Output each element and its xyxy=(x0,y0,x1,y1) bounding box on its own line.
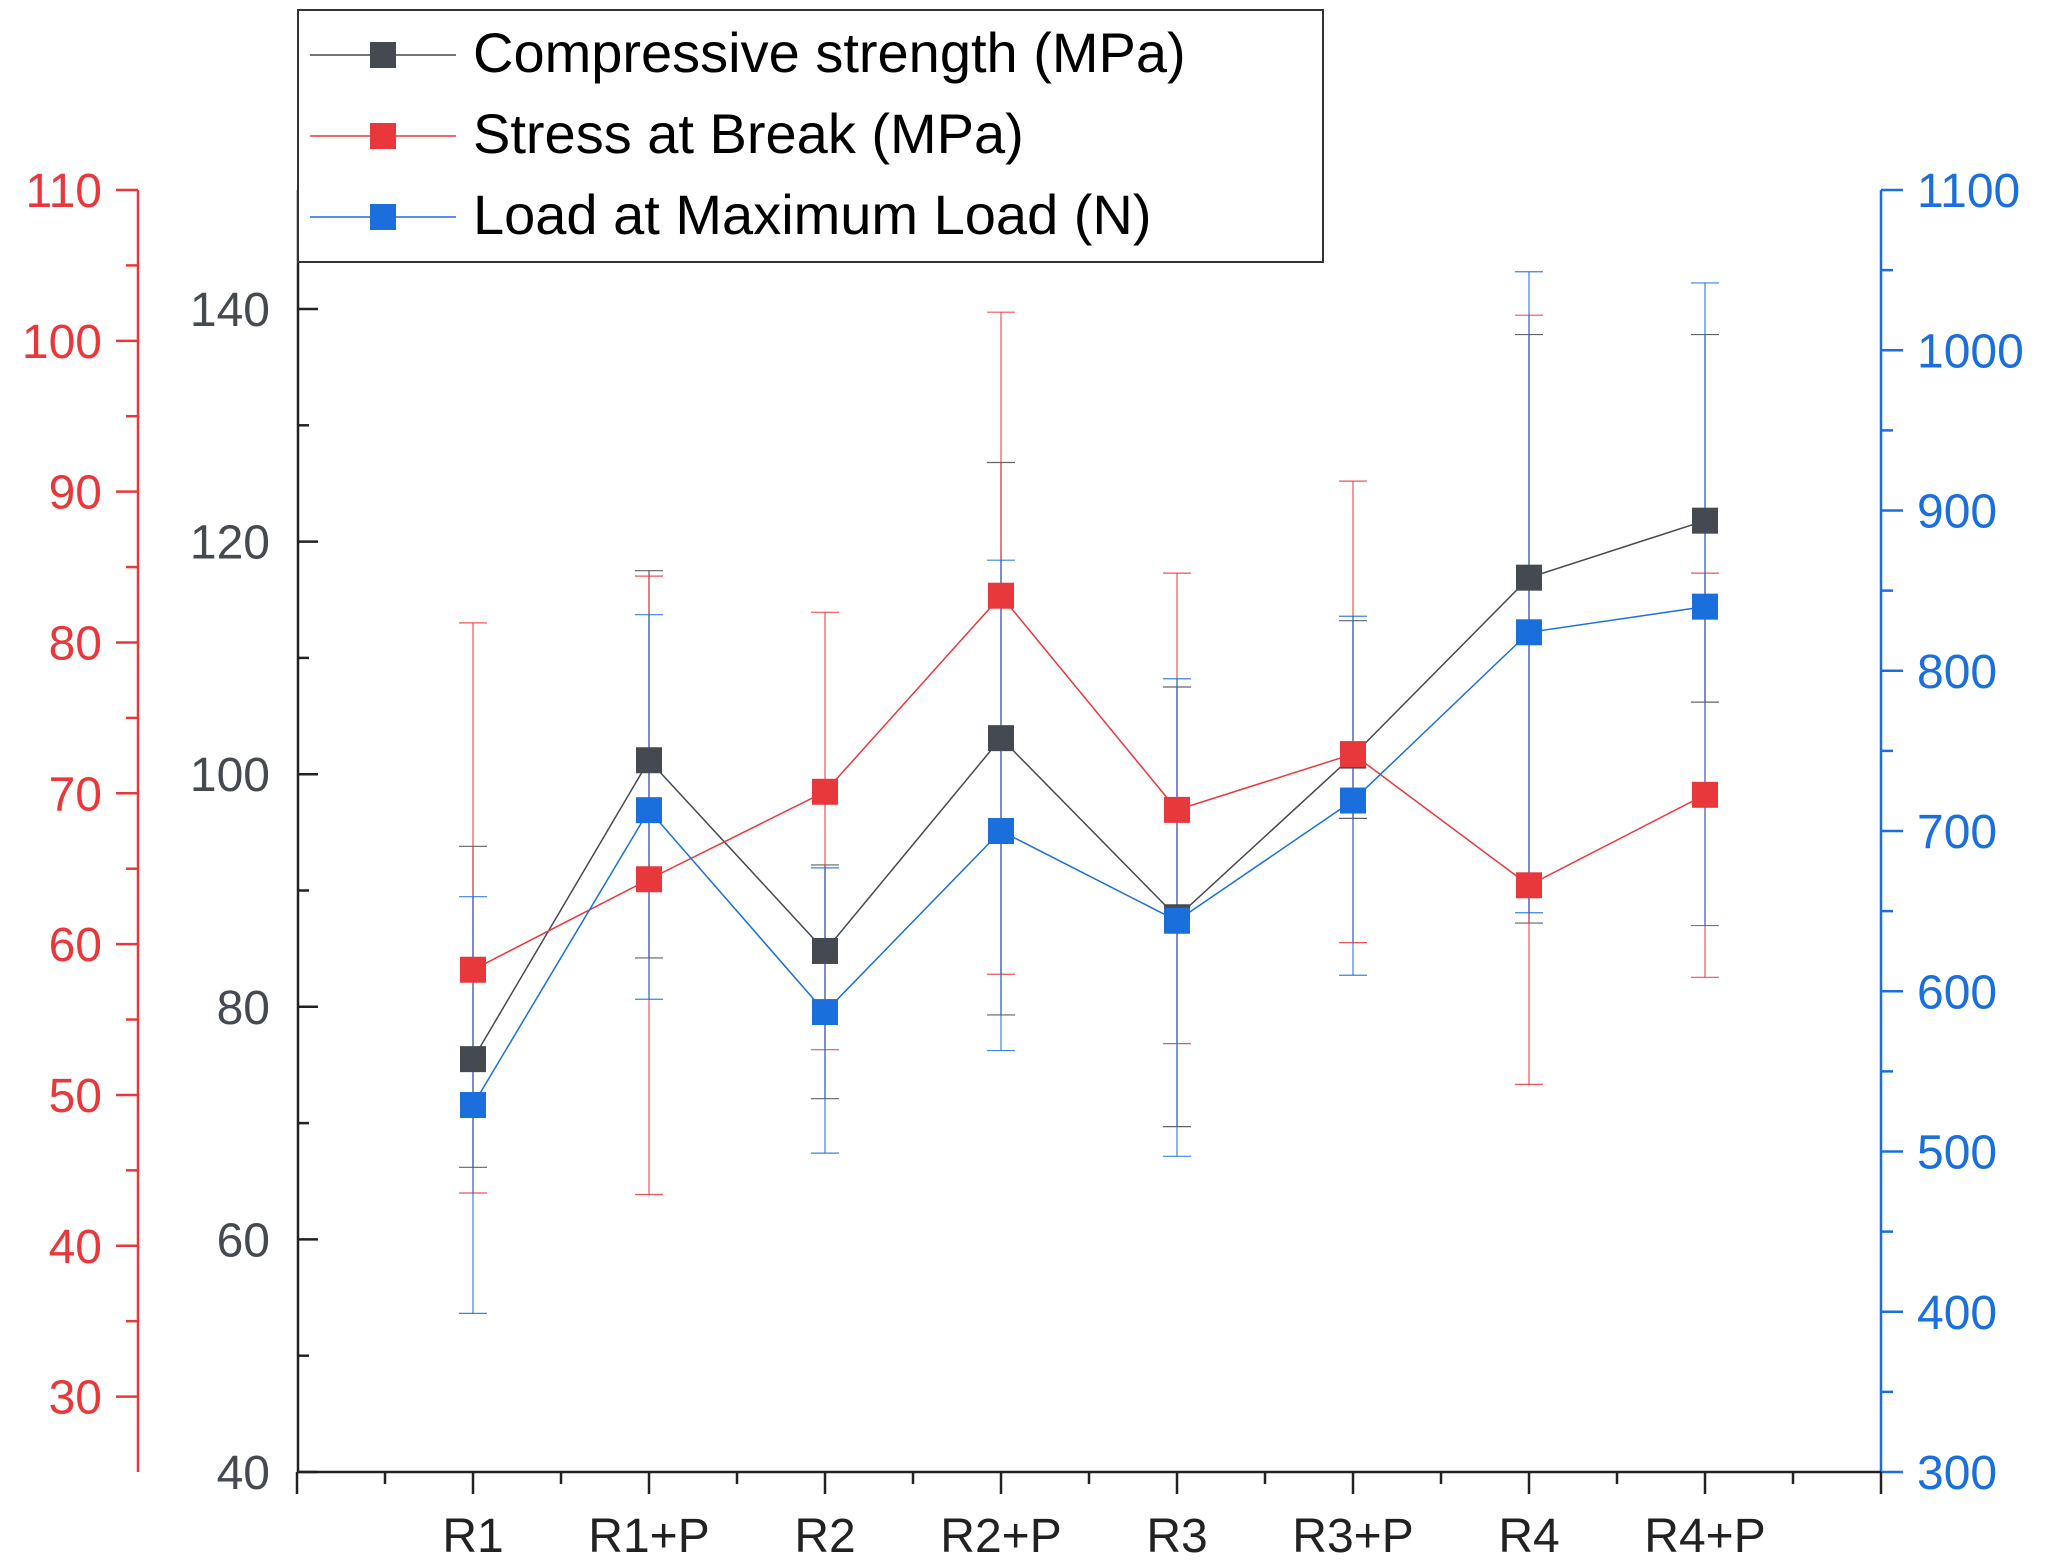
y-mid-tick-label: 120 xyxy=(190,517,270,570)
y-left-tick-label: 80 xyxy=(49,617,102,670)
legend-label-compressive-strength: Compressive strength (MPa) xyxy=(473,21,1186,84)
point-stress-at-break-mpa-r2-plusp xyxy=(988,582,1014,609)
series-layer xyxy=(460,507,1718,1119)
legend-entry-compressive-strength: Compressive strength (MPa) xyxy=(310,21,1186,84)
point-load-at-maximum-load-n-r1-plusp xyxy=(636,797,662,824)
y-left-tick-label: 100 xyxy=(22,316,102,369)
point-stress-at-break-mpa-r1 xyxy=(460,956,486,983)
point-load-at-maximum-load-n-r2-plusp xyxy=(988,818,1014,844)
y-right-tick-label: 400 xyxy=(1917,1287,1997,1340)
y-mid-tick-label: 60 xyxy=(217,1214,270,1267)
legend-marker-stress-at-break xyxy=(370,123,396,149)
legend-entry-stress-at-break: Stress at Break (MPa) xyxy=(310,102,1024,165)
y-axis-mid: 40 60 80 100 120 140 xyxy=(190,190,318,1500)
point-stress-at-break-mpa-r1-plusp xyxy=(636,866,662,893)
x-tick-label-r3: R3 xyxy=(1146,1510,1207,1563)
y-right-tick-label: 600 xyxy=(1917,966,1997,1019)
points-load-at-maximum-load-n xyxy=(460,593,1718,1119)
series-load-at-maximum-load-n xyxy=(472,605,1706,1106)
point-compressive-strength-mpa-r2-plusp xyxy=(988,725,1014,752)
points-stress-at-break-mpa xyxy=(460,582,1718,983)
legend-marker-load-at-maximum-load xyxy=(370,204,396,230)
point-load-at-maximum-load-n-r1 xyxy=(460,1092,486,1119)
y-left-tick-label: 90 xyxy=(49,467,102,520)
y-left-tick-label: 30 xyxy=(49,1372,102,1425)
y-left-tick-label: 70 xyxy=(49,768,102,821)
point-load-at-maximum-load-n-r2 xyxy=(812,999,838,1026)
y-right-tick-label: 500 xyxy=(1917,1127,1997,1180)
y-right-tick-label: 700 xyxy=(1917,806,1997,859)
point-compressive-strength-mpa-r1-plusp xyxy=(636,747,662,774)
series-stress-at-break-mpa xyxy=(472,594,1706,971)
point-load-at-maximum-load-n-r3-plusp xyxy=(1340,787,1366,814)
series-line-load-at-maximum-load-n xyxy=(472,605,1706,1106)
legend-label-stress-at-break: Stress at Break (MPa) xyxy=(473,102,1024,165)
y-right-tick-label: 1000 xyxy=(1917,325,2024,378)
point-load-at-maximum-load-n-r4-plusp xyxy=(1692,593,1718,620)
point-stress-at-break-mpa-r3 xyxy=(1164,796,1190,823)
point-compressive-strength-mpa-r4-plusp xyxy=(1692,507,1718,534)
point-stress-at-break-mpa-r4 xyxy=(1516,872,1542,899)
y-right-tick-label: 300 xyxy=(1917,1447,1997,1500)
y-mid-tick-label: 140 xyxy=(190,284,270,337)
legend-marker-compressive-strength xyxy=(370,42,396,68)
x-axis: R1 R1+P R2 R2+P R3 R3+P R4 R4+P xyxy=(295,1470,1883,1563)
legend-entry-load-at-maximum-load: Load at Maximum Load (N) xyxy=(310,183,1152,246)
point-compressive-strength-mpa-r2 xyxy=(812,937,838,964)
legend-box xyxy=(297,9,1324,263)
axes-layer: 30 40 50 60 70 80 90 100 110 40 60 80 100 120 140 300 40… xyxy=(22,165,2024,1563)
x-tick-label-r2-plusp: R2+P xyxy=(940,1510,1061,1563)
x-tick-label-r3-plusp: R3+P xyxy=(1292,1510,1413,1563)
series-line-stress-at-break-mpa xyxy=(472,594,1706,971)
point-stress-at-break-mpa-r4-plusp xyxy=(1692,781,1718,808)
y-axis-left: 30 40 50 60 70 80 90 100 110 xyxy=(22,165,140,1472)
y-mid-tick-label: 80 xyxy=(217,982,270,1035)
y-left-tick-label: 50 xyxy=(49,1070,102,1123)
point-compressive-strength-mpa-r4 xyxy=(1516,564,1542,591)
y-right-tick-label: 1100 xyxy=(1917,165,2020,218)
series-line-compressive-strength-mpa xyxy=(472,519,1706,1060)
x-tick-label-r4-plusp: R4+P xyxy=(1644,1510,1765,1563)
y-left-tick-label: 110 xyxy=(25,165,102,218)
y-mid-tick-label: 100 xyxy=(190,749,270,802)
point-compressive-strength-mpa-r1 xyxy=(460,1046,486,1073)
y-mid-tick-label: 40 xyxy=(217,1447,270,1500)
y-axis-right: 300 400 500 600 700 800 900 1000 1100 xyxy=(1879,165,2024,1500)
y-left-tick-label: 40 xyxy=(49,1221,102,1274)
legend: Compressive strength (MPa) Stress at Bre… xyxy=(297,9,1324,263)
error-bars-layer xyxy=(459,271,1719,1314)
x-tick-label-r2: R2 xyxy=(794,1510,855,1563)
x-tick-label-r1: R1 xyxy=(442,1510,503,1563)
series-compressive-strength-mpa xyxy=(472,519,1706,1060)
x-tick-label-r4: R4 xyxy=(1498,1510,1559,1563)
point-load-at-maximum-load-n-r4 xyxy=(1516,619,1542,646)
y-right-tick-label: 800 xyxy=(1917,646,1997,699)
point-stress-at-break-mpa-r3-plusp xyxy=(1340,741,1366,768)
legend-label-load-at-maximum-load: Load at Maximum Load (N) xyxy=(473,183,1152,246)
error-bar-r2-plusp xyxy=(987,559,1015,1052)
x-tick-label-r1-plusp: R1+P xyxy=(588,1510,709,1563)
point-stress-at-break-mpa-r2 xyxy=(812,778,838,805)
y-left-tick-label: 60 xyxy=(49,919,102,972)
point-load-at-maximum-load-n-r3 xyxy=(1164,907,1190,934)
error-bars-load-at-maximum-load-n xyxy=(459,271,1719,1314)
error-bar-r4 xyxy=(1515,271,1543,914)
y-right-tick-label: 900 xyxy=(1917,486,1997,539)
